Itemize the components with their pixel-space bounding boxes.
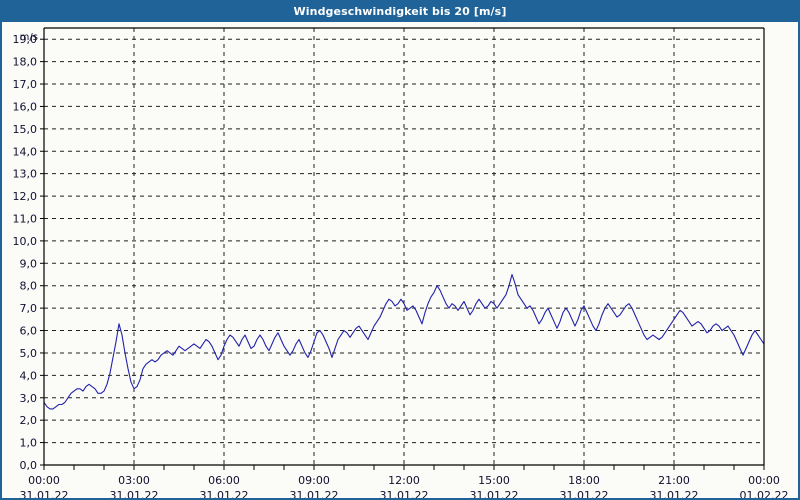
y-tick-label: 18,0 [13, 56, 38, 69]
y-tick-label: 0,0 [20, 459, 38, 472]
y-tick-label: 14,0 [13, 145, 38, 158]
y-tick-label: 12,0 [13, 190, 38, 203]
y-tick-label: 4,0 [20, 369, 38, 382]
y-axis-unit-label: m/s [20, 32, 38, 43]
y-tick-label: 10,0 [13, 235, 38, 248]
x-tick-label-date: 31.01.22 [110, 489, 159, 498]
vertical-gridlines [133, 28, 675, 465]
x-axis-tick-labels: 00:00 31.01.22 03:00 31.01.22 06:00 31.01.22 0… [20, 474, 789, 498]
y-axis-tick-marks [40, 38, 44, 466]
y-tick-label: 1,0 [20, 437, 38, 450]
x-tick-label-time: 09:00 [298, 474, 330, 487]
x-tick-label-date: 31.01.22 [290, 489, 339, 498]
y-tick-label: 9,0 [20, 257, 38, 270]
x-tick-label-date: 31.01.22 [470, 489, 519, 498]
x-tick-label-time: 03:00 [118, 474, 150, 487]
x-tick-label-time: 06:00 [208, 474, 240, 487]
y-tick-label: 17,0 [13, 78, 38, 91]
wind-speed-series-line [43, 273, 765, 410]
x-tick-label-time: 18:00 [568, 474, 600, 487]
x-tick-label-date: 31.01.22 [380, 489, 429, 498]
x-tick-label-date: 31.01.22 [650, 489, 699, 498]
y-tick-label: 7,0 [20, 302, 38, 315]
x-tick-label-time: 00:00 [28, 474, 60, 487]
x-axis-tick-marks [43, 465, 765, 470]
y-tick-label: 16,0 [13, 100, 38, 113]
chart-plot-container: 0,0 1,0 2,0 3,0 4,0 5,0 6,0 7,0 8,0 9,0 10,0 11,0 12… [2, 22, 798, 498]
window-title-bar: Windgeschwindigkeit bis 20 [m/s] [2, 2, 798, 22]
y-tick-label: 19,0 [13, 33, 38, 46]
y-tick-label: 2,0 [20, 414, 38, 427]
x-tick-label-date: 01.02.22 [740, 489, 789, 498]
y-tick-label: 3,0 [20, 392, 38, 405]
x-tick-label-date: 31.01.22 [200, 489, 249, 498]
x-tick-label-date: 31.01.22 [560, 489, 609, 498]
x-tick-label-time: 21:00 [658, 474, 690, 487]
y-axis-tick-labels: 0,0 1,0 2,0 3,0 4,0 5,0 6,0 7,0 8,0 9,0 10,0 11,0 12… [13, 33, 38, 472]
x-tick-label-date: 31.01.22 [20, 489, 69, 498]
y-tick-label: 5,0 [20, 347, 38, 360]
chart-background [2, 22, 798, 498]
x-tick-label-time: 15:00 [478, 474, 510, 487]
y-tick-label: 15,0 [13, 123, 38, 136]
y-tick-label: 11,0 [13, 212, 38, 225]
wind-speed-line-chart: 0,0 1,0 2,0 3,0 4,0 5,0 6,0 7,0 8,0 9,0 10,0 11,0 12… [2, 22, 798, 498]
y-tick-label: 8,0 [20, 280, 38, 293]
x-tick-label-time: 00:00 [748, 474, 780, 487]
y-tick-label: 6,0 [20, 325, 38, 338]
y-tick-label: 13,0 [13, 168, 38, 181]
x-tick-label-time: 12:00 [388, 474, 420, 487]
